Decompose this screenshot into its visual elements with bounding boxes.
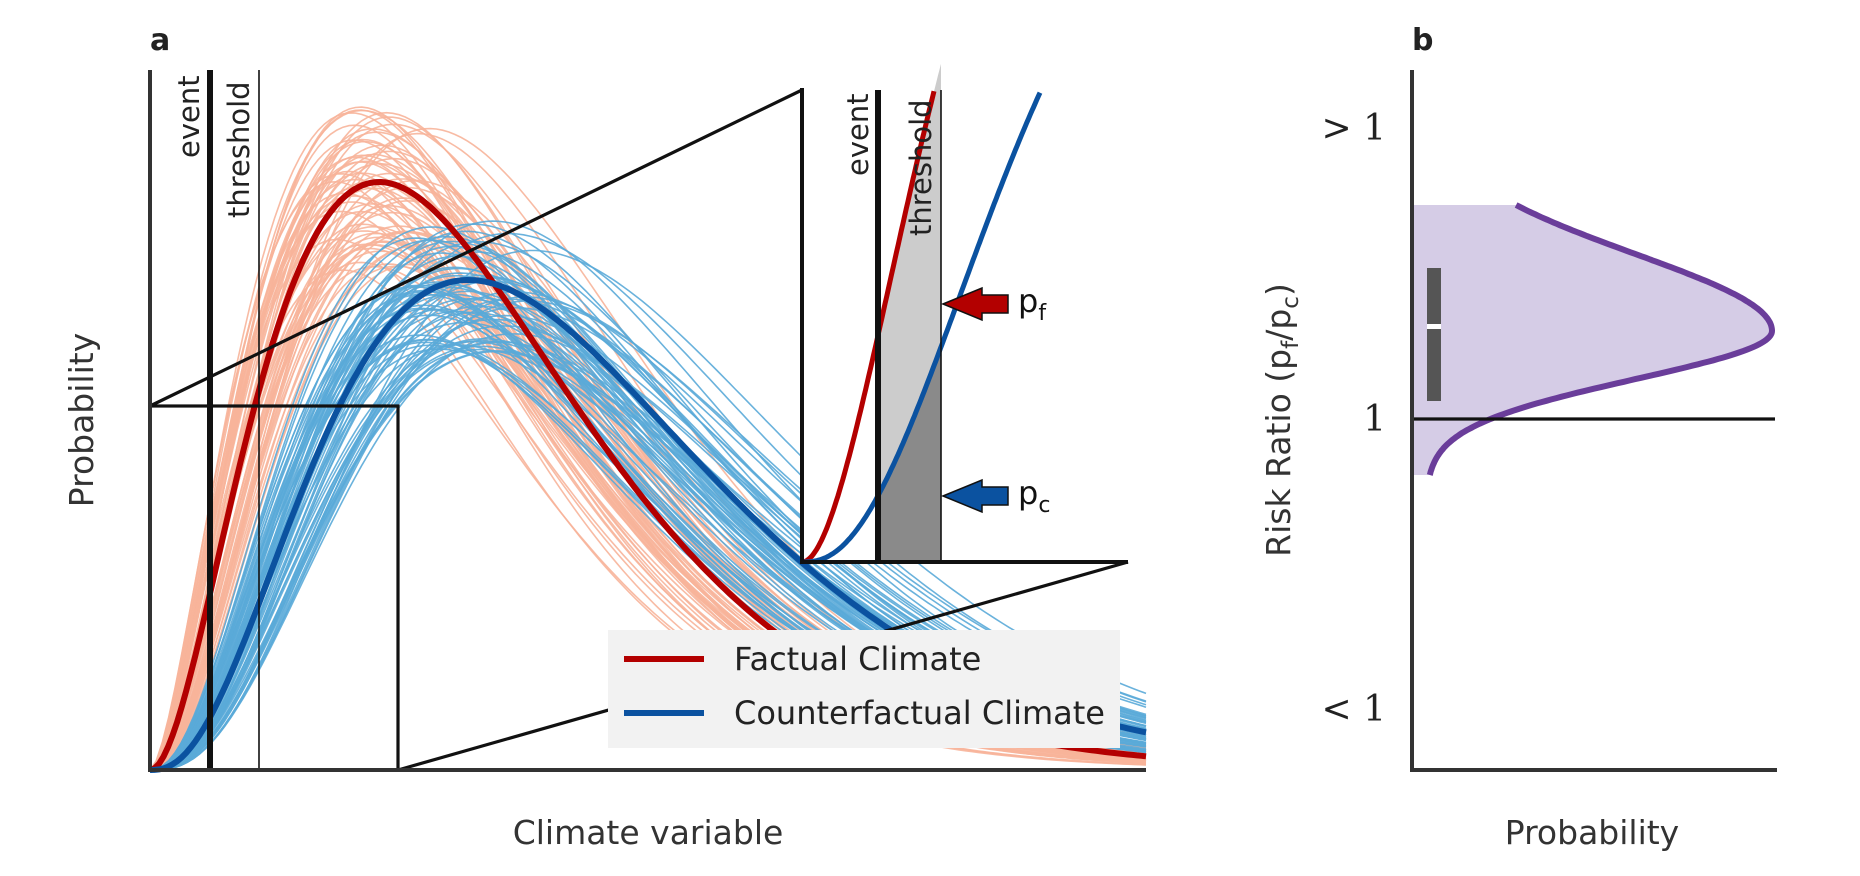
pf-arrow: pf (941, 282, 1047, 326)
panel-b-plot: > 1 1 < 1 Probability Risk Ratio (pf/pc) (1259, 70, 1777, 852)
factual-ensemble-line (149, 269, 1147, 771)
zoom-inset: event threshold pf pc (800, 63, 1128, 565)
legend-background (608, 630, 1120, 748)
factual-ensemble-line (149, 238, 1147, 771)
panel-a-plot: event threshold Climate variable Probabi… (62, 63, 1147, 852)
legend-counterfactual-label: Counterfactual Climate (734, 694, 1105, 732)
threshold-line-label: threshold (222, 81, 256, 218)
pf-label: pf (1018, 282, 1047, 326)
ytick-one: 1 (1363, 399, 1386, 440)
pc-arrow: pc (941, 474, 1050, 518)
inset-counterfactual-line (802, 91, 1043, 565)
inset-factual-line (801, 90, 937, 565)
inset-threshold-label: threshold (904, 99, 938, 236)
panel-a-y-label: Probability (62, 333, 101, 507)
inset-background (802, 90, 1128, 562)
risk-ratio-distribution-fill (1412, 205, 1772, 475)
risk-ratio-distribution-line (1426, 202, 1776, 476)
panel-b-label: b (1412, 23, 1433, 58)
event-line-label: event (172, 75, 206, 158)
zoom-connector-top (149, 88, 803, 408)
legend: Factual Climate Counterfactual Climate (608, 630, 1120, 748)
ytick-greater-than-one: > 1 (1321, 108, 1386, 149)
counterfactual-ensemble-line (149, 232, 1147, 771)
panel-a-label: a (150, 23, 170, 58)
legend-factual-label: Factual Climate (734, 640, 981, 678)
pc-label: pc (1018, 474, 1050, 518)
panel-a-x-label: Climate variable (513, 813, 784, 852)
inset-shaded-counterfactual-area (878, 347, 941, 562)
panel-b-x-label: Probability (1505, 813, 1679, 852)
risk-ratio-median-mark (1427, 324, 1441, 329)
ytick-less-than-one: < 1 (1321, 689, 1386, 730)
inset-event-label: event (841, 93, 875, 176)
risk-ratio-interval-bar (1427, 268, 1441, 401)
panel-b-y-label: Risk Ratio (pf/pc) (1259, 283, 1304, 557)
